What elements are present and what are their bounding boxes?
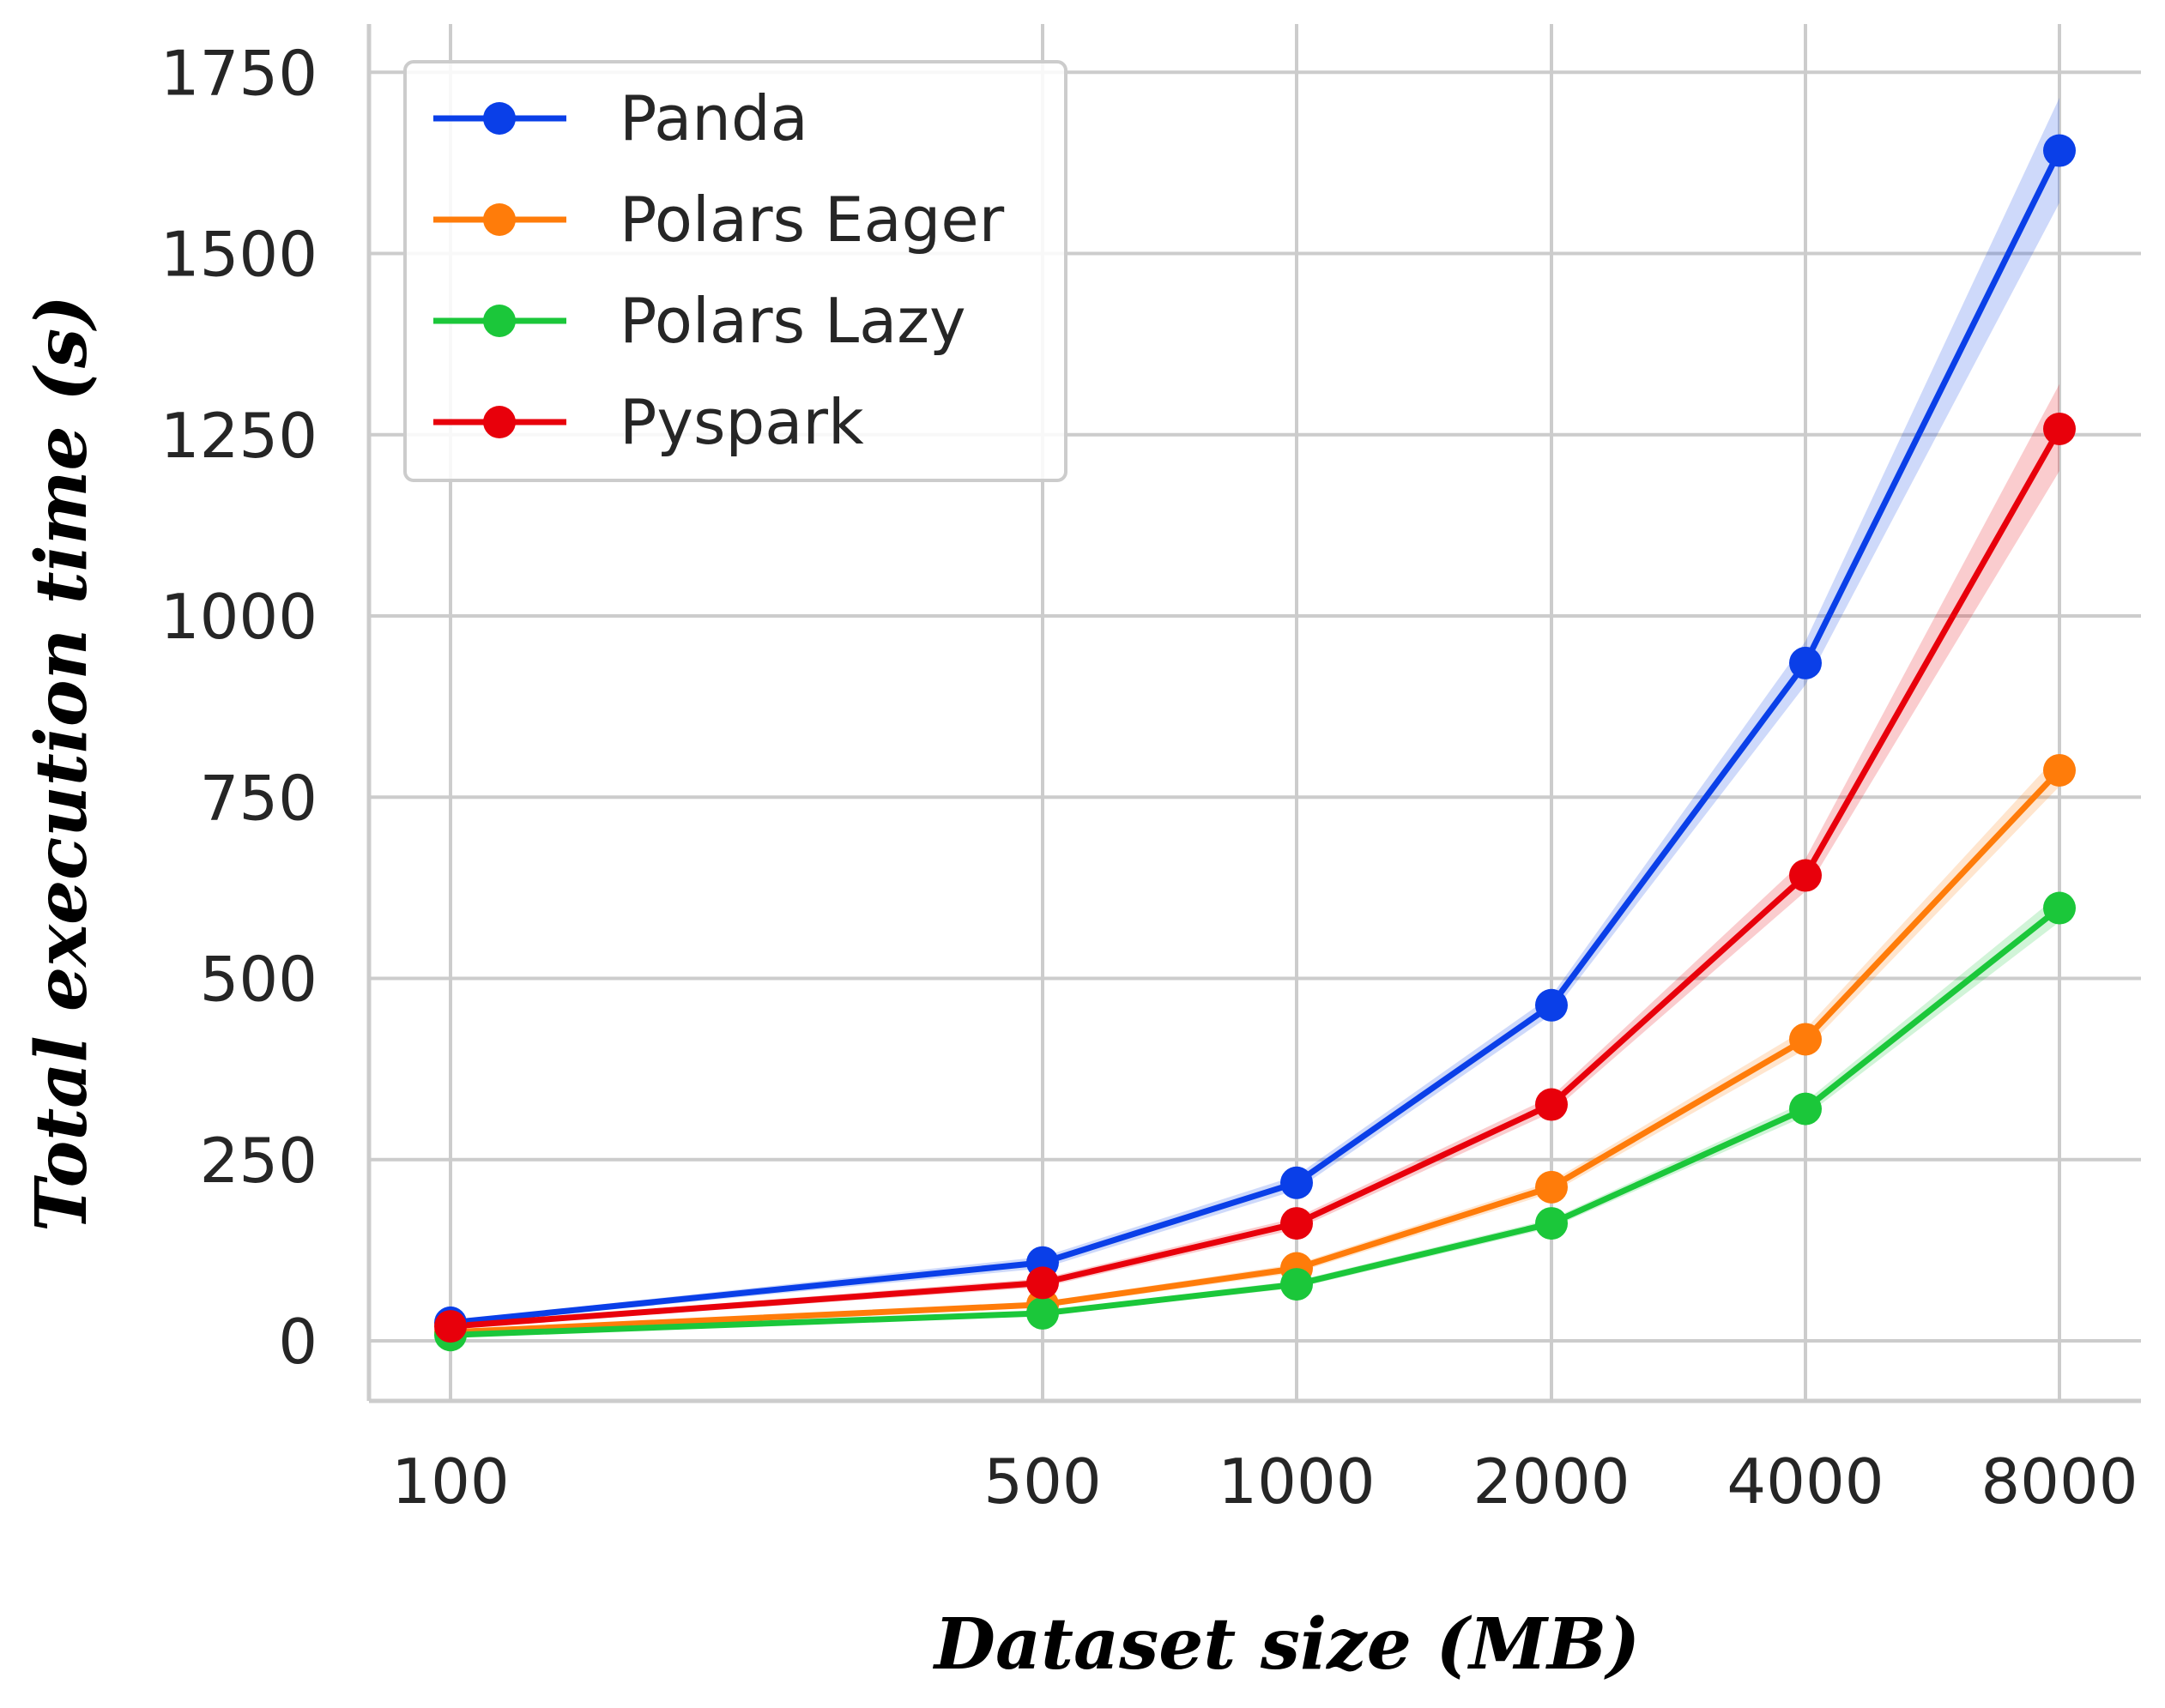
x-tick-label: 100	[391, 1445, 509, 1518]
y-tick-labels: 0 250 500 750 1000 1250 1500 1750	[160, 37, 317, 1378]
series-lines	[450, 148, 2063, 1338]
legend-label: Polars Lazy	[620, 285, 966, 357]
x-axis-title: Dataset size (MB)	[933, 1603, 1640, 1686]
axes-spines	[366, 24, 2141, 1403]
pyspark-point	[1535, 1088, 1568, 1121]
x-tick-labels: 100 500 1000 2000 4000 8000	[391, 1445, 2138, 1518]
polars-lazy-point	[1789, 1092, 1822, 1126]
y-tick-label: 250	[200, 1125, 317, 1197]
polars-lazy-point	[1026, 1296, 1059, 1330]
x-tick-label: 4000	[1727, 1445, 1884, 1518]
y-tick-label: 0	[278, 1306, 317, 1378]
series-points	[434, 134, 2076, 1352]
pyspark-point	[434, 1310, 467, 1343]
polars-eager-point	[1535, 1170, 1568, 1204]
y-tick-label: 750	[200, 762, 317, 834]
panda-point	[1789, 646, 1822, 679]
legend-marker	[483, 102, 516, 135]
polars-eager-point	[1789, 1023, 1822, 1056]
legend-marker	[483, 203, 516, 236]
pyspark-point	[1789, 859, 1822, 892]
panda-point	[1280, 1166, 1313, 1199]
pyspark-point	[2043, 412, 2076, 445]
y-tick-label: 1250	[160, 400, 317, 472]
legend: Panda Polars Eager Polars Lazy Pyspark	[403, 60, 1067, 482]
x-tick-label: 500	[983, 1445, 1101, 1518]
legend-item-polars-lazy: Polars Lazy	[433, 285, 966, 357]
legend-item-pyspark: Pyspark	[433, 386, 864, 458]
legend-label: Pyspark	[620, 386, 864, 458]
polars-lazy-point	[2043, 891, 2076, 925]
y-axis-title: Total execution time (s)	[21, 295, 103, 1232]
x-tick-label: 8000	[1981, 1445, 2138, 1518]
polars-lazy-point	[1535, 1207, 1568, 1240]
legend-marker	[483, 305, 516, 337]
polars-lazy-point	[1280, 1268, 1313, 1301]
y-tick-label: 1000	[160, 581, 317, 653]
x-tick-label: 1000	[1218, 1445, 1375, 1518]
panda-point	[2043, 134, 2076, 167]
panda-line	[450, 148, 2063, 1326]
panda-point	[1535, 988, 1568, 1022]
pyspark-point	[1026, 1266, 1059, 1300]
pyspark-line	[450, 427, 2063, 1330]
legend-frame	[403, 60, 1067, 482]
polars-lazy-line	[450, 905, 2062, 1338]
y-tick-label: 1500	[160, 219, 317, 291]
legend-label: Polars Eager	[620, 184, 1005, 256]
x-tick-label: 2000	[1473, 1445, 1630, 1518]
y-tick-label: 500	[200, 944, 317, 1016]
polars-eager-line	[450, 768, 2062, 1336]
legend-item-panda: Panda	[433, 82, 808, 154]
legend-label: Panda	[620, 82, 808, 154]
legend-marker	[483, 406, 516, 438]
pyspark-point	[1280, 1207, 1313, 1240]
y-tick-label: 1750	[160, 37, 317, 109]
polars-eager-point	[2043, 753, 2076, 787]
legend-item-polars-eager: Polars Eager	[433, 184, 1005, 256]
